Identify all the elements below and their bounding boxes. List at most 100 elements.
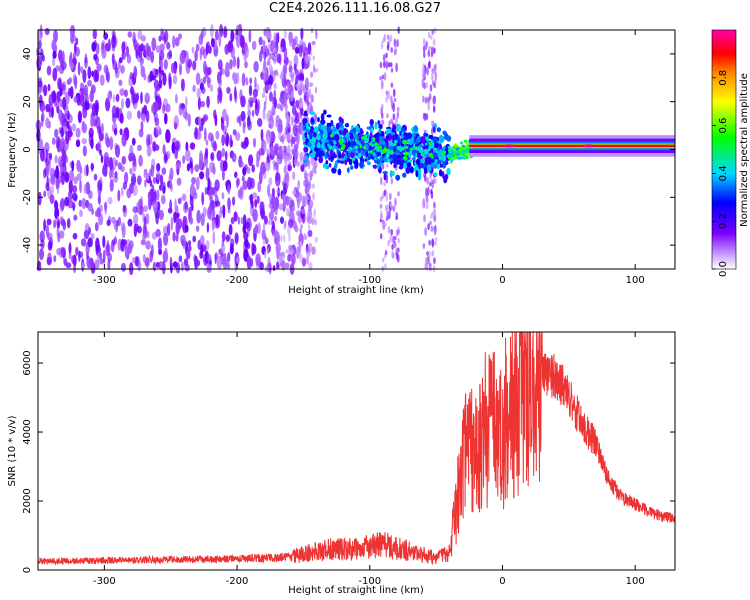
spectrogram-fringe-mark bbox=[308, 199, 314, 209]
spectrogram-streak-mark bbox=[386, 163, 389, 168]
spectrogram-fringe-mark bbox=[299, 83, 305, 92]
spectrogram-patch-mark bbox=[383, 173, 387, 181]
spectrogram-noise-mark bbox=[106, 71, 111, 83]
spectrogram-noise-mark bbox=[249, 100, 253, 108]
spectrogram-noise-mark bbox=[185, 249, 191, 260]
spectrogram-noise-mark bbox=[295, 112, 299, 122]
spectrogram-speckle-mark bbox=[419, 148, 424, 154]
spectrogram-fringe-mark bbox=[281, 98, 284, 105]
spectrogram-noise-mark bbox=[269, 145, 276, 156]
spectrogram-noise-mark bbox=[195, 176, 200, 191]
spectrogram-noise-mark bbox=[221, 147, 226, 158]
spectrogram-noise-mark bbox=[288, 64, 293, 74]
spectrogram-streak-mark bbox=[431, 68, 435, 74]
spectrogram-streak-mark bbox=[379, 203, 383, 209]
spectrogram-fringe-mark bbox=[274, 215, 278, 222]
spectrogram-noise-mark bbox=[107, 252, 113, 262]
spectrogram-patch-mark bbox=[395, 174, 401, 181]
spectrogram-patch-mark bbox=[395, 160, 401, 165]
spectrogram-streak-mark bbox=[389, 235, 393, 243]
spectrogram-noise-mark bbox=[90, 84, 96, 94]
spectrogram-streak-mark bbox=[427, 257, 430, 265]
spectrogram-noise-mark bbox=[154, 70, 159, 78]
spectrogram-streak-mark bbox=[434, 79, 437, 85]
spectrogram-noise-mark bbox=[253, 60, 259, 73]
spectrogram-streak-mark bbox=[432, 105, 436, 113]
spectrogram-noise-mark bbox=[178, 255, 183, 263]
spectrogram-speckle-mark bbox=[428, 142, 433, 146]
spectrogram-patch-mark bbox=[382, 170, 388, 175]
spectrogram-noise-mark bbox=[127, 218, 133, 227]
spectrogram-streak-mark bbox=[386, 34, 390, 40]
spectrogram-noise-mark bbox=[268, 91, 273, 102]
spectrogram-noise-mark bbox=[305, 256, 309, 265]
spectrogram-noise-mark bbox=[215, 217, 219, 229]
spectrogram-noise-mark bbox=[79, 209, 83, 218]
spectrogram-noise-mark bbox=[175, 205, 179, 214]
spectrogram-noise-mark bbox=[77, 61, 81, 76]
spectrogram-speckle-mark bbox=[438, 156, 442, 160]
spectrogram-noise-mark bbox=[194, 164, 200, 173]
spectrogram-fringe-mark bbox=[265, 239, 269, 244]
spectrogram-streak-mark bbox=[427, 49, 431, 58]
spectrogram-patch-mark bbox=[368, 152, 372, 159]
spectrogram-noise-mark bbox=[162, 103, 166, 115]
spectrogram-noise-mark bbox=[67, 88, 72, 97]
spectrogram-fringe-mark bbox=[276, 189, 280, 194]
spectrogram-speckle-mark bbox=[363, 136, 368, 141]
spectrogram-noise-mark bbox=[199, 171, 205, 180]
spectrogram-noise-mark bbox=[114, 171, 118, 179]
spectrogram-noise-mark bbox=[51, 90, 57, 104]
spectrogram-fringe-mark bbox=[278, 148, 282, 159]
spectrogram-transition-mark bbox=[462, 153, 466, 157]
spectrogram-fringe-mark bbox=[278, 203, 283, 211]
spectrogram-noise-mark bbox=[214, 253, 217, 265]
spectrogram-noise-mark bbox=[234, 86, 237, 100]
spectrogram-fringe-mark bbox=[278, 132, 282, 140]
spectrogram-fringe-mark bbox=[291, 206, 296, 212]
spectrogram-noise-mark bbox=[77, 110, 82, 124]
spectrogram-noise-mark bbox=[215, 130, 220, 140]
spectrogram-fringe-mark bbox=[265, 113, 269, 122]
colorbar-label: Normalized spectral amplitude bbox=[739, 73, 750, 227]
spectrogram-noise-mark bbox=[121, 41, 126, 53]
spectrogram-noise-mark bbox=[67, 190, 73, 201]
spectrogram-streak-mark bbox=[422, 112, 426, 120]
spectrogram-noise-mark bbox=[303, 84, 309, 97]
spectrogram-fringe-mark bbox=[311, 246, 316, 255]
spectrogram-noise-mark bbox=[143, 218, 147, 231]
spectrogram-noise-mark bbox=[221, 231, 226, 242]
page-title: C2E4.2026.111.16.08.G27 bbox=[268, 1, 442, 16]
spectrogram-noise-mark bbox=[214, 194, 219, 206]
spectrogram-patch-mark bbox=[310, 117, 315, 124]
spectrogram-noise-mark bbox=[155, 125, 162, 136]
spectrogram-patch-mark bbox=[337, 168, 342, 176]
spectrogram-patch-mark bbox=[326, 114, 332, 118]
spectrogram-noise-mark bbox=[113, 220, 118, 230]
spectrogram-fringe-mark bbox=[279, 74, 284, 80]
spectrogram-noise-mark bbox=[198, 115, 202, 128]
spectrogram-noise-mark bbox=[221, 242, 225, 255]
spectrogram-streak-mark bbox=[395, 117, 398, 124]
spectrogram-noise-mark bbox=[194, 50, 198, 62]
spectrogram-fringe-mark bbox=[294, 35, 299, 43]
spectrogram-noise-mark bbox=[206, 95, 210, 109]
spectrogram-noise-mark bbox=[236, 116, 241, 124]
spectrogram-noise-mark bbox=[209, 193, 213, 202]
spectrogram-noise-mark bbox=[182, 216, 187, 230]
x-tick-label: -200 bbox=[226, 576, 249, 587]
spectrogram-noise-mark bbox=[251, 40, 257, 51]
spectrogram-speckle-mark bbox=[421, 152, 425, 156]
spectrogram-patch-mark bbox=[402, 162, 408, 169]
spectrogram-noise-mark bbox=[71, 255, 76, 265]
spectrogram-streak-mark bbox=[383, 181, 386, 187]
spectrogram-noise-mark bbox=[146, 134, 151, 148]
spectrogram-noise-mark bbox=[210, 24, 214, 38]
spectrogram-fringe-mark bbox=[283, 66, 288, 74]
spectrogram-patch-mark bbox=[331, 153, 337, 159]
spectrogram-streak-mark bbox=[390, 95, 393, 103]
spectrogram-noise-mark bbox=[242, 180, 248, 190]
spectrogram-streak-mark bbox=[391, 243, 394, 250]
spectrogram-patch-mark bbox=[372, 164, 378, 168]
spectrogram-noise-mark bbox=[52, 50, 57, 59]
